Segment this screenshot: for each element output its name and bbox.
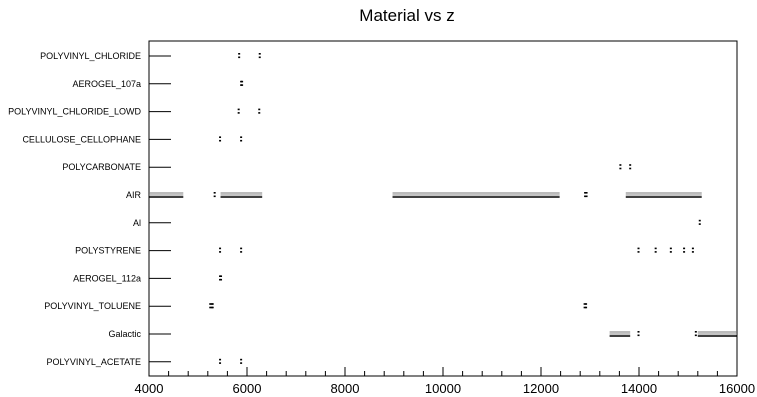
range-bar: [392, 192, 560, 198]
range-bar: [220, 192, 263, 198]
category-label: AIR: [126, 190, 142, 200]
data-point: [698, 219, 701, 225]
data-point: [585, 192, 588, 198]
category-label: POLYVINYL_TOLUENE: [44, 301, 141, 311]
category-label: POLYSTYRENE: [75, 246, 141, 256]
x-tick-label: 12000: [523, 381, 559, 396]
data-point: [694, 331, 697, 337]
data-point: [241, 80, 244, 86]
chart-title: Material vs z: [359, 6, 454, 25]
data-point: [238, 53, 241, 59]
data-point: [637, 247, 640, 253]
range-bar: [609, 331, 631, 337]
data-point: [240, 358, 243, 364]
data-point: [629, 164, 632, 170]
category-label: AEROGEL_107a: [72, 79, 141, 89]
data-point: [654, 247, 657, 253]
data-point: [211, 303, 214, 309]
x-tick-label: 14000: [621, 381, 657, 396]
data-point: [209, 303, 212, 309]
category-label: Galactic: [108, 329, 141, 339]
data-point: [240, 247, 243, 253]
data-point: [219, 358, 222, 364]
category-label: POLYVINYL_CHLORIDE: [40, 51, 141, 61]
x-tick-label: 6000: [233, 381, 262, 396]
range-bar: [149, 192, 184, 198]
data-point: [683, 247, 686, 253]
data-point: [213, 192, 216, 198]
data-point: [619, 164, 622, 170]
data-point: [240, 136, 243, 142]
data-point: [637, 331, 640, 337]
category-label: POLYVINYL_CHLORIDE_LOWD: [8, 107, 141, 117]
x-tick-label: 16000: [719, 381, 755, 396]
data-point: [584, 192, 587, 198]
data-point: [669, 247, 672, 253]
data-point: [237, 108, 240, 114]
x-tick-label: 10000: [425, 381, 461, 396]
data-point: [220, 275, 223, 281]
category-label: Al: [133, 218, 141, 228]
data-point: [219, 247, 222, 253]
data-point: [691, 247, 694, 253]
x-tick-label: 8000: [331, 381, 360, 396]
x-tick-label: 4000: [135, 381, 164, 396]
plot-frame: [148, 40, 738, 377]
data-point: [583, 303, 586, 309]
data-point: [258, 108, 261, 114]
range-bar: [697, 331, 737, 337]
category-label: POLYVINYL_ACETATE: [46, 357, 141, 367]
category-label: AEROGEL_112a: [73, 273, 141, 283]
data-point: [258, 53, 261, 59]
data-point: [219, 136, 222, 142]
category-label: POLYCARBONATE: [62, 162, 141, 172]
category-label: CELLULOSE_CELLOPHANE: [22, 134, 141, 144]
data-point: [585, 303, 588, 309]
range-bar: [625, 192, 702, 198]
